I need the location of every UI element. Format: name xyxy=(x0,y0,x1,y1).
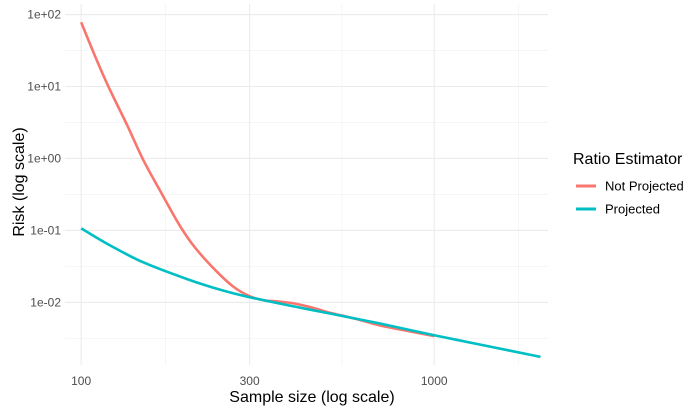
x-tick-label: 100 xyxy=(71,374,91,388)
legend-label-not-projected: Not Projected xyxy=(605,179,684,194)
x-tick-label: 300 xyxy=(240,374,260,388)
y-tick-label: 1e+02 xyxy=(27,8,61,22)
y-axis-title: Risk (log scale) xyxy=(11,127,28,236)
y-tick-label: 1e+00 xyxy=(27,151,61,165)
x-axis-ticks: 100 300 1000 xyxy=(71,374,448,388)
y-tick-label: 1e-02 xyxy=(30,295,61,309)
y-axis-ticks: 1e-02 1e-01 1e+00 1e+01 1e+02 xyxy=(27,8,61,310)
legend-title: Ratio Estimator xyxy=(573,151,683,168)
y-tick-label: 1e+01 xyxy=(27,79,61,93)
series-line-projected xyxy=(80,227,541,359)
series-lines xyxy=(79,21,541,359)
series-line-not-projected xyxy=(79,21,435,338)
legend: Ratio Estimator Not Projected Projected xyxy=(573,151,684,217)
legend-label-projected: Projected xyxy=(605,202,660,217)
x-tick-label: 1000 xyxy=(421,374,448,388)
y-tick-label: 1e-01 xyxy=(30,223,61,237)
grid-lines xyxy=(65,4,548,365)
x-axis-title: Sample size (log scale) xyxy=(229,389,394,406)
